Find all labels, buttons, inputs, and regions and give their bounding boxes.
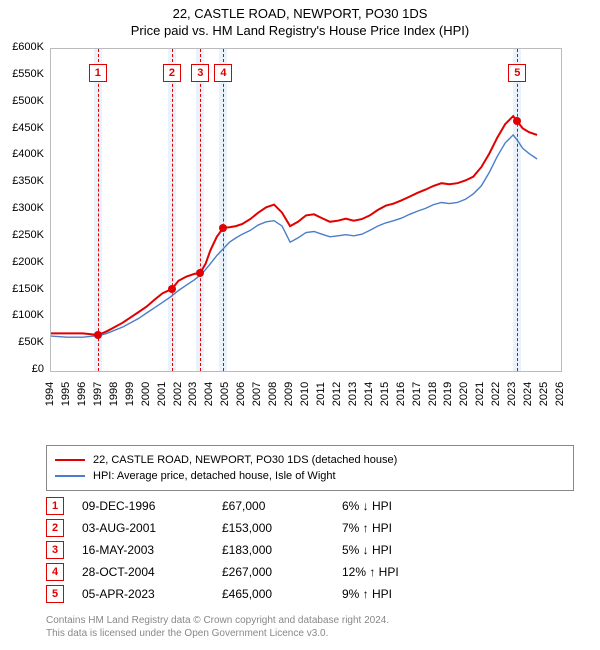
y-tick-label: £500K <box>0 95 44 107</box>
sale-point-dot <box>219 224 227 232</box>
sale-date: 09-DEC-1996 <box>82 499 222 513</box>
sales-table: 109-DEC-1996£67,0006% ↓ HPI203-AUG-2001£… <box>46 495 556 605</box>
x-tick-label: 2006 <box>235 380 247 408</box>
sale-point-dot <box>94 331 102 339</box>
sale-hpi-delta: 7% ↑ HPI <box>342 521 472 535</box>
x-tick-label: 2017 <box>411 380 423 408</box>
x-tick-label: 1994 <box>44 380 56 408</box>
sale-price: £67,000 <box>222 499 342 513</box>
legend-swatch <box>55 459 85 461</box>
sales-table-row: 5 05-APR-2023£465,0009% ↑ HPI <box>46 583 556 605</box>
chart-sale-marker: 4 <box>214 64 232 82</box>
sale-number-badge: 3 <box>46 541 64 559</box>
x-tick-label: 2011 <box>315 380 327 408</box>
x-tick-label: 1995 <box>60 380 72 408</box>
x-tick-label: 2019 <box>442 380 454 408</box>
x-tick-label: 2014 <box>363 380 375 408</box>
x-tick-label: 1996 <box>76 380 88 408</box>
plot-region: 1 234 5 <box>50 48 562 372</box>
y-tick-label: £550K <box>0 68 44 80</box>
x-tick-label: 2008 <box>267 380 279 408</box>
legend-item: 22, CASTLE ROAD, NEWPORT, PO30 1DS (deta… <box>55 452 565 468</box>
y-tick-label: £100K <box>0 309 44 321</box>
x-tick-label: 2000 <box>140 380 152 408</box>
x-tick-label: 2003 <box>187 380 199 408</box>
sales-table-row: 3 16-MAY-2003£183,0005% ↓ HPI <box>46 539 556 561</box>
y-tick-label: £0 <box>0 363 44 375</box>
y-tick-label: £200K <box>0 256 44 268</box>
legend-label: 22, CASTLE ROAD, NEWPORT, PO30 1DS (deta… <box>93 454 397 466</box>
sale-number-badge: 4 <box>46 563 64 581</box>
chart-sale-marker: 5 <box>508 64 526 82</box>
legend: 22, CASTLE ROAD, NEWPORT, PO30 1DS (deta… <box>46 445 574 491</box>
footer-line2: This data is licensed under the Open Gov… <box>46 628 328 639</box>
sale-hpi-delta: 12% ↑ HPI <box>342 565 472 579</box>
y-tick-label: £450K <box>0 122 44 134</box>
chart-sale-marker: 1 <box>89 64 107 82</box>
x-tick-label: 1999 <box>124 380 136 408</box>
x-tick-label: 2018 <box>427 380 439 408</box>
y-tick-label: £150K <box>0 283 44 295</box>
sale-point-dot <box>513 117 521 125</box>
x-tick-label: 2016 <box>395 380 407 408</box>
legend-item: HPI: Average price, detached house, Isle… <box>55 468 565 484</box>
footer-line1: Contains HM Land Registry data © Crown c… <box>46 615 389 626</box>
sale-date: 28-OCT-2004 <box>82 565 222 579</box>
x-tick-label: 2007 <box>251 380 263 408</box>
x-tick-label: 2020 <box>458 380 470 408</box>
legend-swatch <box>55 475 85 477</box>
y-tick-label: £250K <box>0 229 44 241</box>
sale-date: 03-AUG-2001 <box>82 521 222 535</box>
sales-table-row: 4 28-OCT-2004£267,00012% ↑ HPI <box>46 561 556 583</box>
y-tick-label: £350K <box>0 175 44 187</box>
series-hpi <box>51 135 537 337</box>
sale-price: £267,000 <box>222 565 342 579</box>
chart-sale-marker: 3 <box>191 64 209 82</box>
x-tick-label: 2022 <box>490 380 502 408</box>
footer-attribution: Contains HM Land Registry data © Crown c… <box>46 615 556 640</box>
x-tick-label: 2021 <box>474 380 486 408</box>
y-tick-label: £300K <box>0 202 44 214</box>
x-tick-label: 2026 <box>554 380 566 408</box>
x-tick-label: 2025 <box>538 380 550 408</box>
x-tick-label: 2012 <box>331 380 343 408</box>
sale-date: 16-MAY-2003 <box>82 543 222 557</box>
sale-point-dot <box>196 269 204 277</box>
sales-table-row: 2 03-AUG-2001£153,0007% ↑ HPI <box>46 517 556 539</box>
x-tick-label: 2015 <box>379 380 391 408</box>
chart-area: £0 £50K £100K £150K £200K £250K £300K £350K £400… <box>0 48 600 433</box>
sale-hpi-delta: 9% ↑ HPI <box>342 587 472 601</box>
x-tick-label: 2009 <box>283 380 295 408</box>
x-tick-label: 1998 <box>108 380 120 408</box>
sale-number-badge: 2 <box>46 519 64 537</box>
sale-hpi-delta: 5% ↓ HPI <box>342 543 472 557</box>
sale-point-dot <box>168 285 176 293</box>
x-tick-label: 2001 <box>156 380 168 408</box>
x-tick-label: 2024 <box>522 380 534 408</box>
series-property <box>51 116 537 335</box>
sale-number-badge: 5 <box>46 585 64 603</box>
y-tick-label: £50K <box>0 336 44 348</box>
y-tick-label: £400K <box>0 148 44 160</box>
sale-price: £465,000 <box>222 587 342 601</box>
sale-price: £183,000 <box>222 543 342 557</box>
x-tick-label: 1997 <box>92 380 104 408</box>
legend-label: HPI: Average price, detached house, Isle… <box>93 470 336 482</box>
x-tick-label: 2023 <box>506 380 518 408</box>
x-tick-label: 2010 <box>299 380 311 408</box>
sales-table-row: 1 09-DEC-1996£67,0006% ↓ HPI <box>46 495 556 517</box>
sale-date: 05-APR-2023 <box>82 587 222 601</box>
x-tick-label: 2004 <box>203 380 215 408</box>
y-tick-label: £600K <box>0 41 44 53</box>
chart-sale-marker: 2 <box>163 64 181 82</box>
title-address: 22, CASTLE ROAD, NEWPORT, PO30 1DS <box>0 0 600 21</box>
x-tick-label: 2002 <box>172 380 184 408</box>
sale-number-badge: 1 <box>46 497 64 515</box>
sale-price: £153,000 <box>222 521 342 535</box>
x-tick-label: 2013 <box>347 380 359 408</box>
title-subtitle: Price paid vs. HM Land Registry's House … <box>0 21 600 38</box>
sale-hpi-delta: 6% ↓ HPI <box>342 499 472 513</box>
x-tick-label: 2005 <box>219 380 231 408</box>
